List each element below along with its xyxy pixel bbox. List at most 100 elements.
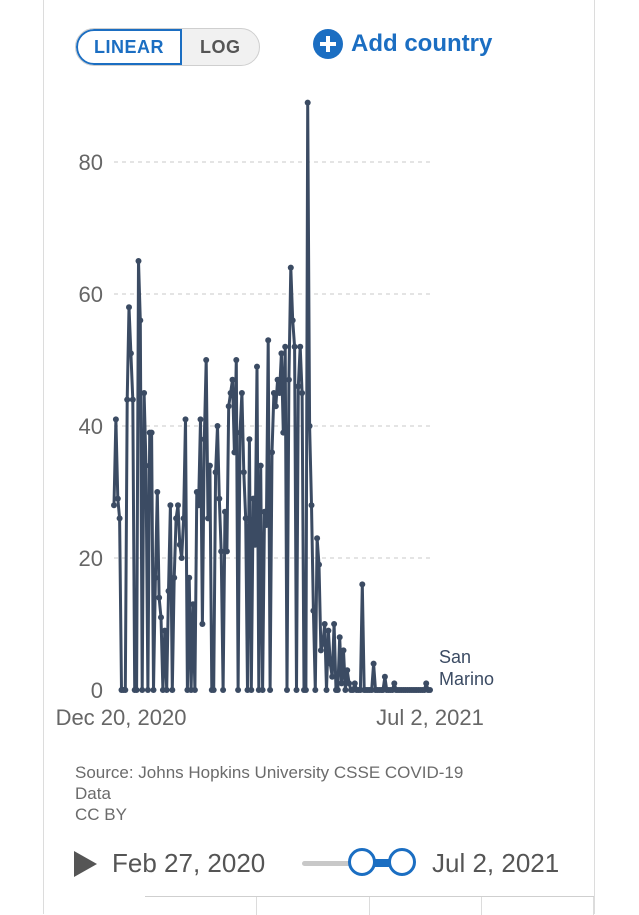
play-icon[interactable]: [74, 851, 97, 877]
data-point: [186, 574, 193, 581]
timeline-start-date: Feb 27, 2020: [112, 848, 266, 878]
data-point: [314, 535, 321, 542]
timeline-start-handle[interactable]: [348, 848, 376, 876]
data-point: [231, 449, 238, 456]
data-point: [176, 541, 183, 548]
data-point: [276, 390, 283, 396]
timeline-end-date: Jul 2, 2021: [432, 848, 560, 878]
data-point: [210, 687, 217, 693]
data-point: [163, 687, 170, 693]
data-point: [178, 555, 185, 561]
data-point: [238, 390, 245, 396]
data-point: [370, 660, 377, 667]
source-note: Source: Johns Hopkins University CSSE CO…: [75, 762, 545, 825]
data-point: [195, 502, 202, 509]
data-point: [274, 376, 281, 383]
data-point: [173, 515, 180, 522]
data-point: [201, 436, 208, 443]
table-header-cell: [145, 897, 258, 915]
data-point: [282, 343, 289, 350]
data-point: [190, 601, 196, 608]
data-point: [135, 258, 142, 264]
data-point: [175, 502, 181, 509]
timeline-controls: Feb 27, 2020 Jul 2, 2021: [70, 842, 590, 884]
table-header-cell: [370, 897, 482, 915]
data-point: [287, 264, 294, 271]
panel-border-right: [594, 0, 595, 914]
data-point: [161, 627, 168, 634]
y-tick-label: 40: [79, 414, 103, 439]
data-point: [199, 621, 206, 627]
data-point: [143, 462, 149, 469]
data-point: [316, 561, 322, 568]
data-point: [261, 508, 268, 515]
data-point: [321, 621, 328, 627]
data-point: [310, 607, 317, 614]
data-point: [165, 588, 172, 594]
data-point: [252, 541, 259, 548]
data-point: [229, 376, 236, 383]
data-point: [246, 436, 253, 443]
data-point: [381, 673, 388, 680]
data-point: [144, 687, 151, 693]
data-point: [112, 416, 119, 423]
data-point: [423, 680, 430, 687]
y-tick-label: 80: [79, 150, 103, 175]
data-point: [206, 462, 213, 469]
data-point: [334, 687, 341, 693]
source-line-1: Source: Johns Hopkins University CSSE CO…: [75, 763, 464, 782]
data-point: [156, 594, 163, 601]
data-point: [278, 350, 285, 357]
data-point: [218, 548, 225, 555]
data-point: [346, 680, 353, 687]
data-point: [312, 687, 319, 693]
data-point: [111, 502, 117, 509]
data-point: [285, 376, 292, 383]
data-point: [216, 495, 223, 502]
table-header-cell: [257, 897, 370, 915]
data-point: [265, 337, 272, 344]
data-point: [270, 390, 277, 396]
series-label-line: San: [439, 647, 471, 667]
data-point: [248, 687, 255, 693]
data-point: [257, 462, 264, 469]
data-point: [127, 350, 134, 357]
data-point: [293, 687, 300, 693]
data-point: [340, 647, 347, 654]
data-point: [323, 687, 330, 693]
data-point: [297, 343, 304, 350]
data-point: [141, 390, 148, 396]
linear-scale-button[interactable]: LINEAR: [76, 29, 182, 65]
data-point: [227, 390, 234, 396]
data-point: [171, 574, 178, 581]
data-point: [342, 687, 349, 693]
data-point: [197, 416, 204, 423]
log-scale-button[interactable]: LOG: [182, 29, 259, 65]
data-point: [338, 680, 345, 687]
y-tick-label: 20: [79, 546, 103, 571]
data-point: [223, 548, 230, 555]
y-tick-label: 0: [91, 678, 103, 703]
data-point: [139, 687, 146, 693]
data-point: [126, 304, 132, 311]
data-point: [304, 99, 311, 106]
data-point: [203, 357, 210, 363]
data-point: [302, 687, 309, 693]
timeline-slider-range: [363, 859, 401, 867]
data-point: [291, 343, 298, 350]
data-point: [129, 396, 136, 403]
plus-circle-icon: [313, 29, 343, 59]
timeline-end-handle[interactable]: [388, 848, 416, 876]
data-point: [124, 396, 131, 403]
add-country-label: Add country: [351, 30, 493, 57]
data-point: [233, 357, 240, 363]
data-point: [182, 416, 189, 423]
data-point: [180, 515, 187, 522]
data-point: [205, 515, 211, 522]
license-label: CC BY: [75, 805, 127, 824]
y-tick-label: 60: [79, 282, 103, 307]
data-point: [295, 383, 302, 390]
add-country-button[interactable]: Add country: [313, 28, 492, 60]
y-axis-ticks: 0 20 40 60 80: [79, 150, 103, 703]
data-point: [269, 449, 275, 456]
